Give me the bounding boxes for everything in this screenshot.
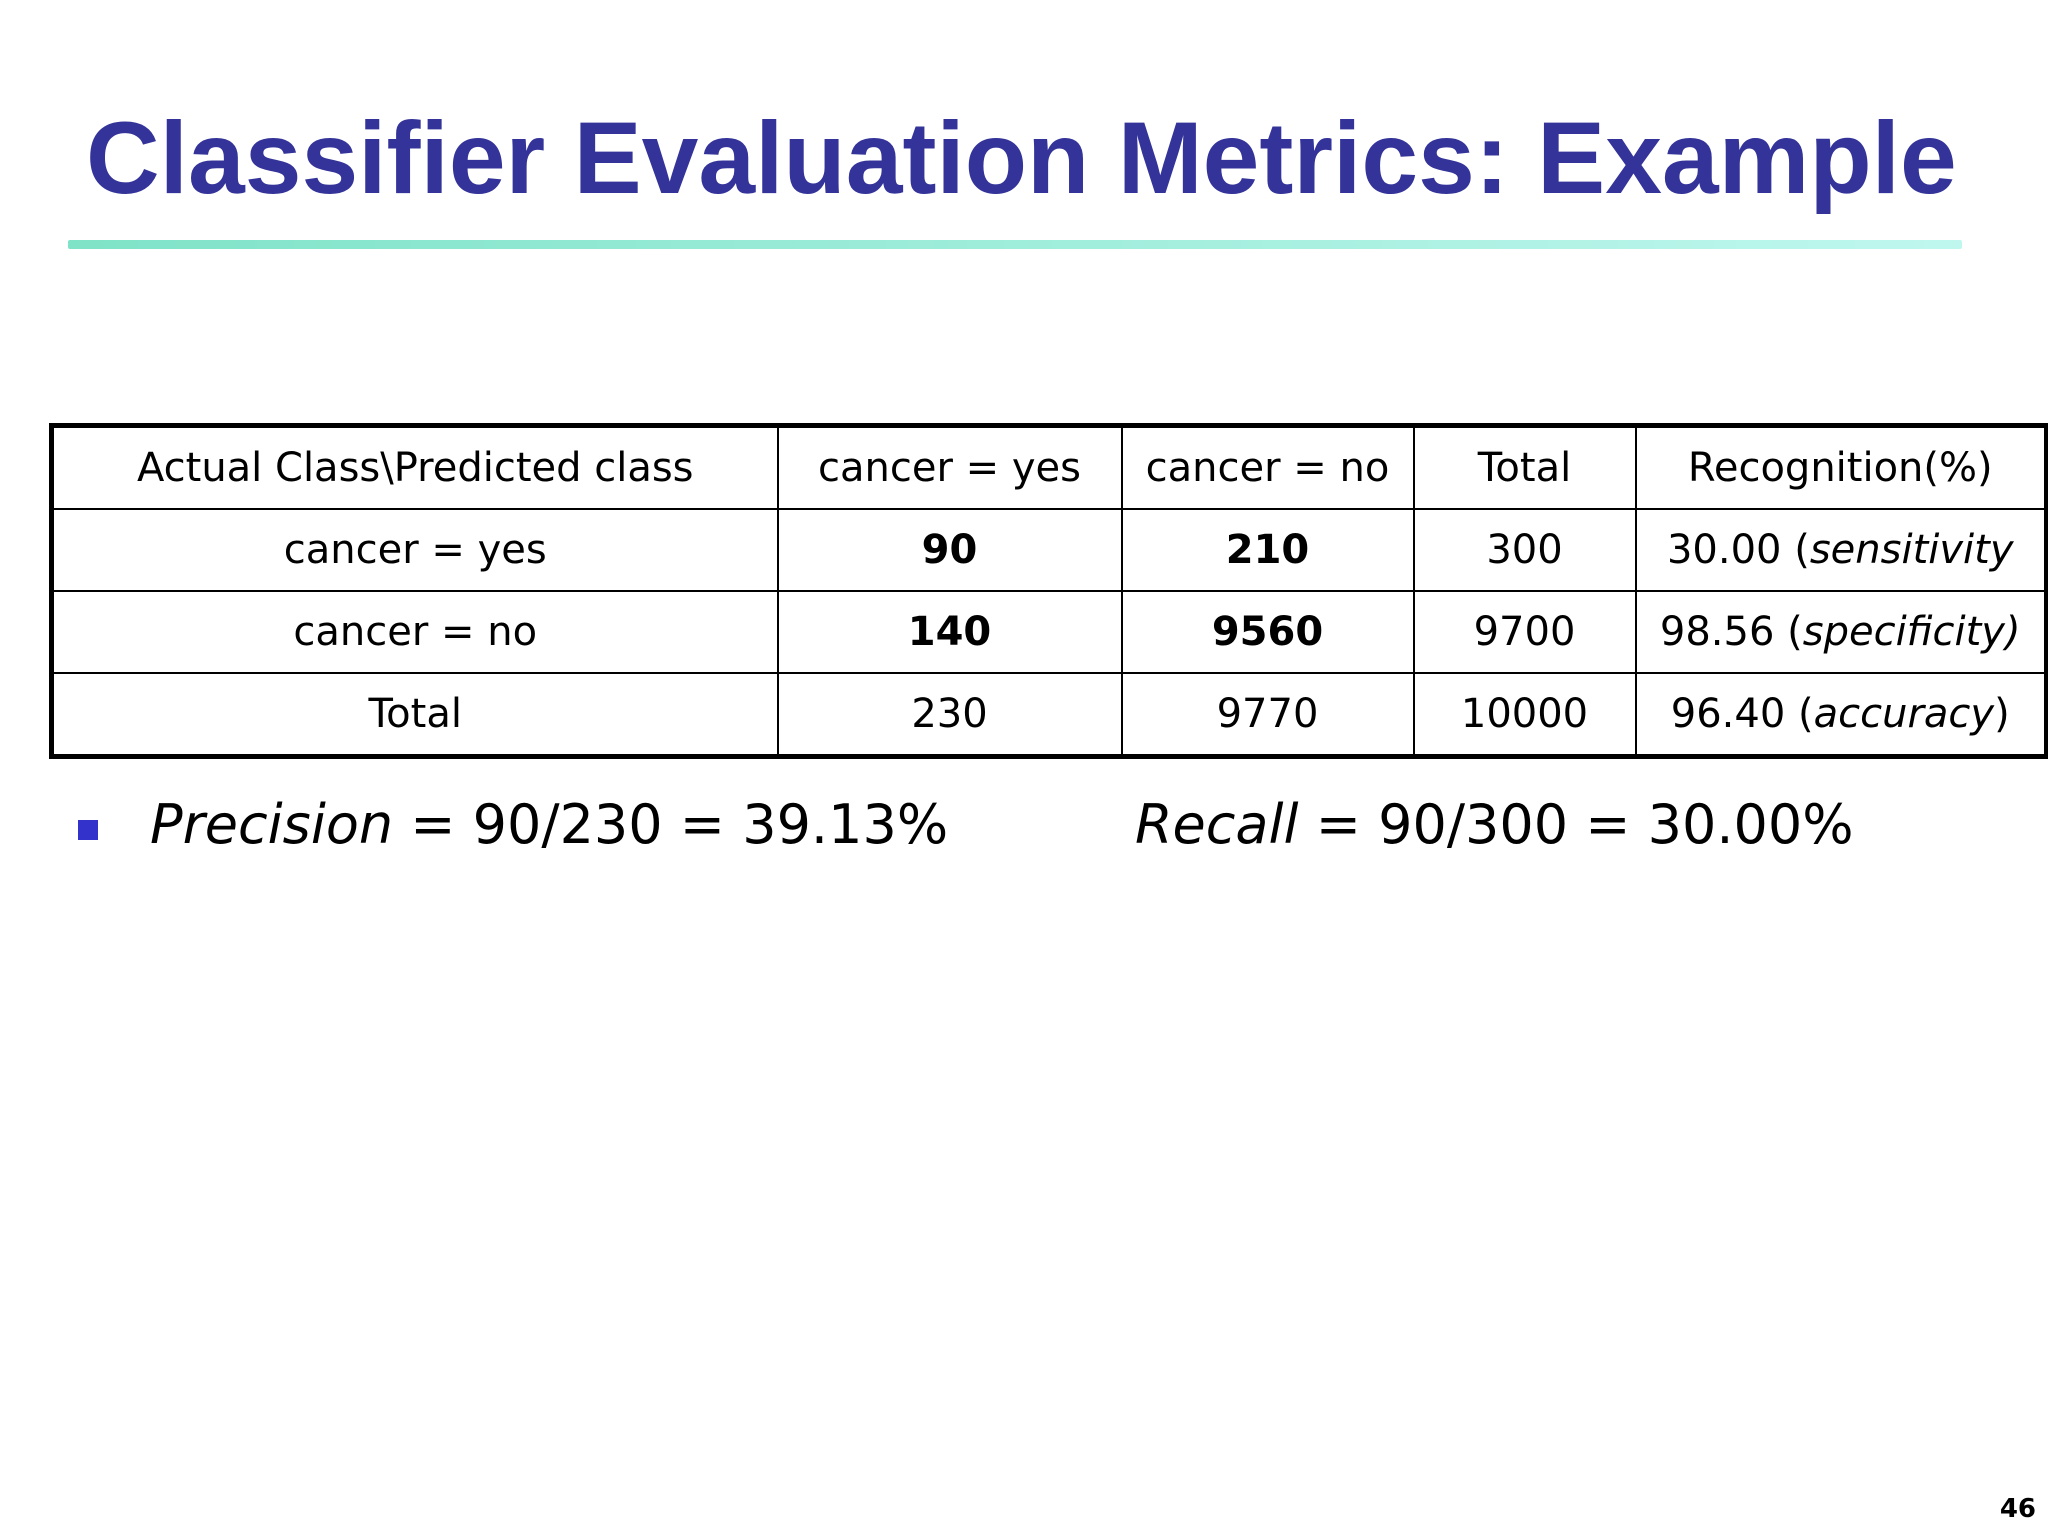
- metrics-bullet: Precision = 90/230 = 39.13% Recall = 90/…: [78, 785, 1978, 865]
- recognition-open: (: [1781, 527, 1810, 573]
- recognition-term: accuracy: [1813, 691, 1995, 737]
- cell-true-negative: 9560: [1120, 590, 1415, 674]
- cell-false-positive: 140: [776, 590, 1123, 674]
- cell-grand-total: 10000: [1412, 672, 1637, 758]
- recognition-value: 98.56: [1659, 609, 1775, 655]
- recall-formula: = 90/300 = 30.00%: [1298, 793, 1854, 856]
- header-recognition: Recognition(%): [1634, 424, 2048, 510]
- row-label: cancer = no: [50, 590, 779, 674]
- table-row: cancer = yes 90 210 300 30.00 (sensitivi…: [50, 508, 2048, 592]
- recognition-open: (: [1785, 691, 1814, 737]
- cell-recognition: 30.00 (sensitivity: [1634, 508, 2048, 592]
- cell-row-total: 9700: [1412, 590, 1637, 674]
- title-underline: [68, 240, 1962, 249]
- cell-false-negative: 210: [1120, 508, 1415, 592]
- row-label: cancer = yes: [50, 508, 779, 592]
- cell-column-total: 230: [776, 672, 1123, 758]
- row-label: Total: [50, 672, 779, 758]
- table-row: Total 230 9770 10000 96.40 (accuracy): [50, 672, 2048, 758]
- cell-recognition: 98.56 (specificity): [1634, 590, 2048, 674]
- table-header-row: Actual Class\Predicted class cancer = ye…: [50, 424, 2048, 510]
- slide-title: Classifier Evaluation Metrics: Example: [86, 101, 1957, 215]
- recognition-term: sensitivity: [1809, 527, 2014, 573]
- cell-column-total: 9770: [1120, 672, 1415, 758]
- cell-true-positive: 90: [776, 508, 1123, 592]
- header-cancer-no: cancer = no: [1120, 424, 1415, 510]
- cell-recognition: 96.40 (accuracy): [1634, 672, 2048, 758]
- recognition-open: (: [1774, 609, 1803, 655]
- confusion-matrix-table: Actual Class\Predicted class cancer = ye…: [49, 423, 2048, 759]
- precision-metric: Precision = 90/230 = 39.13%: [150, 785, 948, 865]
- header-cancer-yes: cancer = yes: [776, 424, 1123, 510]
- recall-metric: Recall = 90/300 = 30.00%: [1135, 785, 1854, 865]
- recognition-term: specificity): [1802, 609, 2021, 655]
- page-number: 46: [1999, 1494, 2036, 1524]
- cell-row-total: 300: [1412, 508, 1637, 592]
- recognition-close: ): [1994, 691, 2010, 737]
- precision-formula: = 90/230 = 39.13%: [393, 793, 949, 856]
- table-row: cancer = no 140 9560 9700 98.56 (specifi…: [50, 590, 2048, 674]
- recall-label: Recall: [1135, 793, 1299, 856]
- recognition-value: 96.40: [1670, 691, 1786, 737]
- precision-label: Precision: [150, 793, 394, 856]
- header-actual-predicted: Actual Class\Predicted class: [50, 424, 779, 510]
- recognition-value: 30.00: [1666, 527, 1782, 573]
- square-bullet-icon: [78, 820, 98, 840]
- header-total: Total: [1412, 424, 1637, 510]
